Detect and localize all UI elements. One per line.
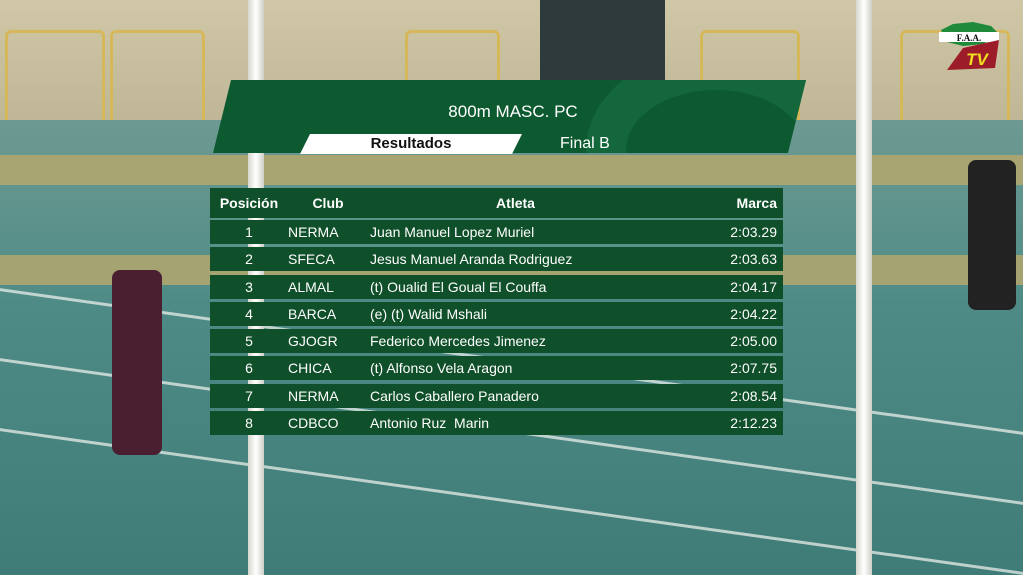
table-row: 5 GJOGR Federico Mercedes Jimenez 2:05.00 — [210, 329, 783, 354]
track-band — [0, 155, 1023, 185]
cell-athlete: Jesus Manuel Aranda Rodriguez — [370, 251, 573, 268]
railing — [5, 30, 105, 125]
cell-athlete: Antonio Ruz Marin — [370, 415, 490, 432]
cell-mark: 2:05.00 — [730, 333, 777, 350]
cell-position: 1 — [245, 224, 253, 240]
cell-club: CDBCO — [288, 415, 339, 432]
cell-athlete: Juan Manuel Lopez Muriel — [370, 224, 535, 240]
table-row: 3 ALMAL (t) Oualid El Goual El Couffa 2:04.… — [210, 274, 783, 299]
cell-position: 2 — [245, 251, 253, 268]
round-label: Final B — [560, 135, 610, 152]
cell-club: NERMA — [288, 387, 339, 404]
table-row: 2 SFECA Jesus Manuel Aranda Rodriguez 2:03.… — [210, 247, 783, 272]
cell-mark: 2:03.29 — [730, 224, 777, 240]
table-row: 1 NERMA Juan Manuel Lopez Muriel 2:03.29 — [210, 220, 783, 244]
table-row: 8 CDBCO Antonio Ruz Marin 2:12.23 — [210, 411, 783, 436]
pole — [856, 0, 872, 575]
table-row: 7 NERMA Carlos Caballero Panadero 2:08.54 — [210, 383, 783, 408]
cell-club: ALMAL — [288, 278, 334, 295]
table-row: 4 BARCA (e) (t) Walid Mshali 2:04.22 — [210, 301, 783, 326]
table-header: Posición Club Atleta Marca — [210, 188, 783, 218]
cell-athlete: Carlos Caballero Panadero — [370, 387, 539, 404]
cell-mark: 2:03.63 — [730, 251, 777, 268]
event-title: 800m MASC. PC — [448, 102, 578, 121]
svg-text:TV: TV — [966, 50, 989, 69]
cell-mark: 2:08.54 — [730, 387, 777, 404]
cell-position: 5 — [245, 333, 253, 350]
col-club: Club — [312, 195, 344, 211]
railing — [110, 30, 205, 125]
cell-position: 4 — [245, 305, 253, 322]
cell-mark: 2:12.23 — [730, 415, 777, 432]
cell-athlete: Federico Mercedes Jimenez — [370, 333, 546, 350]
cell-club: NERMA — [288, 224, 339, 240]
cell-club: GJOGR — [288, 333, 338, 350]
cell-position: 7 — [245, 387, 253, 404]
table-row: 6 CHICA (t) Alfonso Vela Aragon 2:07.75 — [210, 356, 783, 381]
cell-club: BARCA — [288, 305, 337, 322]
cell-athlete: (t) Alfonso Vela Aragon — [370, 360, 513, 377]
cell-mark: 2:04.22 — [730, 305, 777, 322]
cell-club: SFECA — [288, 251, 335, 268]
cell-mark: 2:07.75 — [730, 360, 777, 377]
col-athlete: Atleta — [496, 195, 535, 211]
results-table: Posición Club Atleta Marca 1 NERMA Juan Ma… — [210, 188, 783, 438]
faa-tv-logo: F.A.A. TV — [939, 22, 999, 70]
col-position: Posición — [219, 195, 279, 211]
cell-mark: 2:04.17 — [730, 278, 777, 295]
official — [968, 160, 1016, 310]
door — [540, 0, 665, 80]
col-mark: Marca — [736, 195, 777, 211]
cell-athlete: (e) (t) Walid Mshali — [370, 305, 487, 322]
official — [112, 270, 162, 455]
cell-position: 3 — [245, 278, 253, 295]
svg-text:F.A.A.: F.A.A. — [957, 33, 981, 43]
results-tab: Resultados — [300, 134, 522, 154]
cell-club: CHICA — [288, 360, 332, 377]
cell-position: 6 — [245, 360, 253, 377]
cell-position: 8 — [245, 415, 253, 432]
cell-athlete: (t) Oualid El Goual El Couffa — [370, 278, 547, 295]
